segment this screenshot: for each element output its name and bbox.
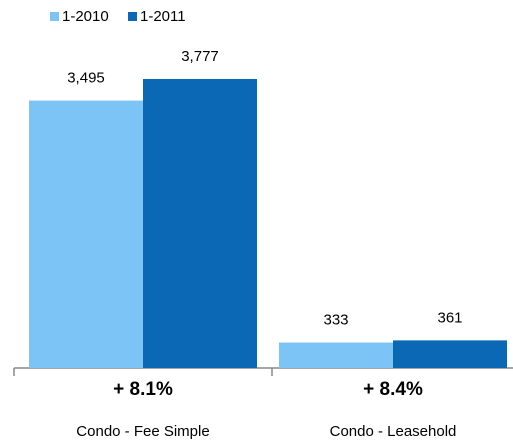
legend-swatch: [50, 12, 59, 21]
value-label: 3,495: [67, 70, 105, 87]
value-label: 333: [323, 311, 348, 328]
annotation: + 8.4%: [363, 379, 423, 400]
bar: [393, 340, 507, 368]
x-tick-label: Condo - Fee Simple: [76, 423, 209, 440]
annotation: + 8.1%: [113, 379, 173, 400]
value-label: 3,777: [181, 48, 219, 65]
legend-swatch: [128, 12, 137, 21]
bar: [29, 100, 143, 368]
x-tick-label: Condo - Leasehold: [330, 423, 457, 440]
bar: [279, 342, 393, 368]
legend-label: 1-2010: [62, 8, 109, 25]
value-label: 361: [437, 309, 462, 326]
bar: [143, 79, 257, 368]
legend-label: 1-2011: [140, 8, 186, 25]
